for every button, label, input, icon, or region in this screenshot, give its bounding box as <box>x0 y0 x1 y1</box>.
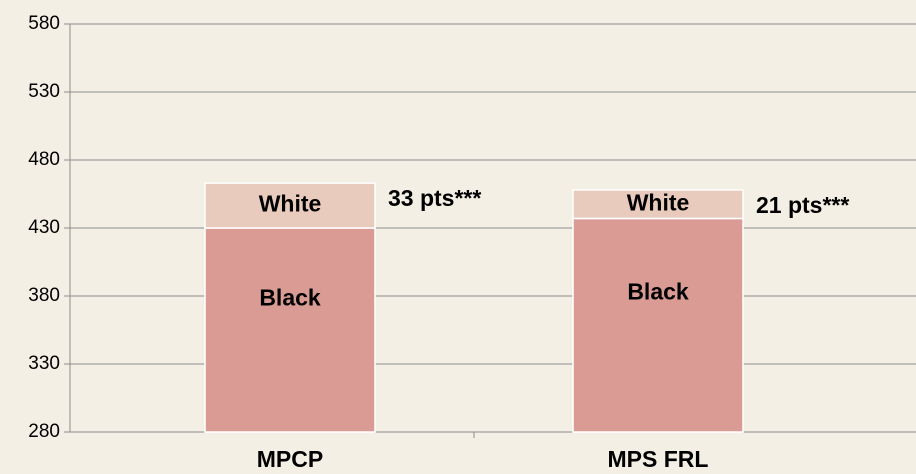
x-tick-label: MPS FRL <box>608 446 709 472</box>
bar-segment <box>204 227 376 433</box>
bar-segment <box>572 189 744 220</box>
y-tick-label: 430 <box>28 217 60 238</box>
y-tick-label: 480 <box>28 149 60 170</box>
y-tick-label: 380 <box>28 285 60 306</box>
data-label: 33 pts*** <box>388 185 481 211</box>
y-tick-label: 280 <box>28 421 60 442</box>
y-tick-label: 330 <box>28 353 60 374</box>
segment-label: White <box>627 189 690 215</box>
x-tick-label: MPCP <box>257 446 323 472</box>
segment-label: Black <box>627 278 689 304</box>
segment-label: Black <box>259 284 321 310</box>
bar-segment <box>572 217 744 433</box>
y-tick-label: 580 <box>28 13 60 34</box>
y-tick-label: 530 <box>28 81 60 102</box>
segment-label: White <box>259 191 322 217</box>
bar-segment <box>204 182 376 229</box>
data-label: 21 pts*** <box>756 192 849 218</box>
